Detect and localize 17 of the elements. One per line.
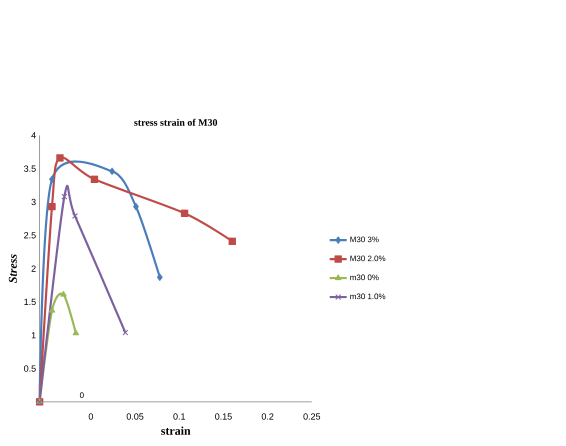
x-tick-label: 0.05 — [126, 413, 144, 420]
x-axis-title: strain — [161, 426, 190, 436]
chart-title: stress strain of M30 — [134, 118, 218, 126]
y-tick-label: 0.5 — [24, 366, 36, 372]
y-tick-label: 4 — [31, 132, 36, 139]
x-tick-label: 0.15 — [215, 413, 232, 420]
y-tick-label: 2 — [32, 266, 36, 272]
x-tick-label: 0.2 — [262, 413, 274, 420]
y-axis-title: Stress — [8, 254, 17, 284]
x-tick-label: 0.25 — [303, 413, 320, 420]
x-tick-label: 0 — [88, 413, 94, 420]
y-tick-label: 1 — [32, 332, 36, 338]
y-tick-label: 3 — [31, 198, 36, 206]
y-tick-label: 3.5 — [24, 166, 36, 172]
x-tick-label: 0.1 — [173, 413, 186, 420]
y-tick-label: 1.5 — [24, 298, 36, 306]
y-tick-label: 2.5 — [24, 232, 36, 239]
